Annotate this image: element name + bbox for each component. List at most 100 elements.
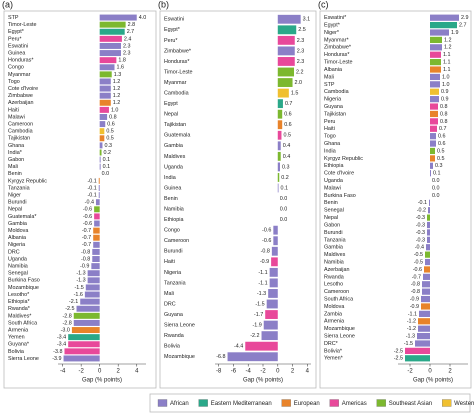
value-label: -4.4 [234,344,243,350]
legend-frame [149,393,471,413]
bar [93,227,100,234]
category-label: Maldives* [8,313,32,319]
category-label: Myanmar [164,80,187,86]
value-label: 0.1 [103,164,111,170]
value-label: -2.8 [62,313,71,319]
bar [71,327,100,334]
value-label: 0.6 [107,122,115,128]
category-label: Mozambique [164,354,195,360]
bar [423,273,430,280]
category-label: Burkina Faso [8,278,40,284]
bar [93,234,100,241]
value-label: 1.0 [442,74,450,80]
panel-frame [319,10,472,389]
bar [430,81,440,88]
category-label: Lesotho [324,282,343,288]
category-label: Ghana [8,143,24,149]
value-label: 0.5 [106,136,114,142]
value-label: 2.9 [461,15,469,21]
category-label: Tajikistan [164,122,186,128]
value-label: -0.1 [87,178,96,184]
bar [430,162,433,169]
value-label: -3.9 [52,356,61,362]
value-label: -1.5 [255,301,264,307]
x-axis-title: Gap (% points) [243,378,283,384]
value-label: -0.5 [414,259,423,265]
value-label: -2.5 [394,348,403,354]
bar [99,35,122,42]
category-label: Maldives [164,154,186,160]
bar [245,341,278,351]
x-tick-label: 2 [117,369,121,375]
bar [430,103,438,110]
value-label: 0.8 [440,111,448,117]
bar [430,170,431,177]
category-label: Guatemala [164,133,190,139]
bar [99,28,125,35]
value-label: 0.0 [102,171,110,177]
value-label: 0.6 [284,112,292,118]
value-label: 0.3 [104,143,112,149]
value-label: 0.5 [283,133,291,139]
legend-swatch [442,399,452,407]
bar [98,177,100,184]
bar [277,88,289,98]
value-label: -0.6 [83,207,92,213]
bar [277,25,297,35]
x-tick-label: -4 [60,369,66,375]
value-label: -1.2 [407,319,416,325]
category-label: Egypt* [8,29,25,35]
bar [415,340,430,347]
bar [271,257,278,267]
bar [261,331,278,341]
category-label: Lesotho* [8,292,30,298]
category-label: Nepal [324,215,338,221]
bar [94,206,100,213]
category-label: Eswatini [8,43,28,49]
category-label: Nigeria [164,270,181,276]
value-label: 2.0 [295,80,303,86]
category-label: Burundi [164,249,183,255]
category-label: Cambodia [164,91,189,97]
x-axis-title: Gap (% points) [82,378,122,384]
value-label: -0.7 [82,235,91,241]
category-label: Cameroon [324,289,349,295]
value-label: -0.6 [83,214,92,220]
category-label: Gabon [324,222,340,228]
x-tick-label: 0 [98,369,102,375]
category-label: Namibia [324,259,344,265]
category-label: STP [324,82,335,88]
category-label: Guyana [324,104,343,110]
bar [430,14,459,21]
category-label: STP [8,15,19,21]
value-label: 1.2 [113,93,121,99]
category-label: Armenia [324,319,344,325]
bar [277,151,281,161]
value-label: 1.9 [451,30,459,36]
category-label: Sierra Leone [164,323,195,329]
category-label: Timor-Leste [164,69,193,75]
value-label: -6.8 [216,354,225,360]
bar [94,213,100,220]
bar [419,310,430,317]
bar [277,14,301,24]
category-label: Eswatini* [324,15,347,21]
category-label: Rwanda* [8,306,31,312]
bar [99,163,101,170]
bar [63,355,100,362]
value-label: -1.5 [404,341,413,347]
value-label: -0.6 [262,238,271,244]
value-label: 0.1 [433,171,441,177]
value-label: -0.8 [411,289,420,295]
bar [430,88,439,95]
value-label: -0.2 [417,208,426,214]
value-label: 1.6 [117,65,125,71]
bar [99,42,121,49]
category-label: Ethiopia [324,163,343,169]
category-label: Mali [164,291,174,297]
category-label: Benin [8,171,22,177]
category-label: Haiti [164,259,175,265]
category-label: Gambia [8,221,27,227]
value-label: 0.6 [438,141,446,147]
category-label: Peru* [8,36,22,42]
